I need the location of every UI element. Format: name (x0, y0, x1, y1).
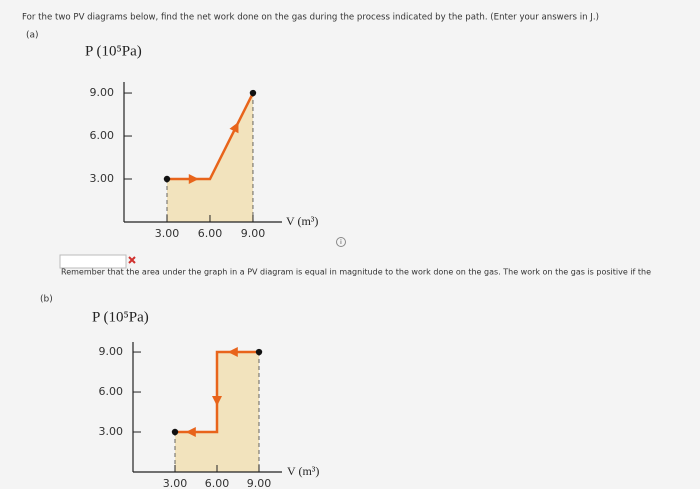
y-tick-label: 3.00 (99, 425, 124, 438)
process-path (175, 350, 259, 434)
x-tick-label: 3.00 (163, 477, 188, 489)
wrong-icon (128, 256, 136, 264)
y-tick-label: 9.00 (90, 86, 115, 99)
arrowhead (227, 347, 238, 358)
y-tick-label: 6.00 (99, 385, 124, 398)
x-tick-label: 3.00 (155, 227, 180, 240)
x-tick-label: 6.00 (205, 477, 230, 489)
state-point (163, 175, 171, 183)
y-axis-label: P (10⁵Pa) (85, 43, 142, 59)
work-area (166, 93, 253, 222)
state-point (249, 89, 257, 97)
arrowhead (212, 396, 222, 407)
x-tick-label: 9.00 (241, 227, 266, 240)
x-axis-label: V (m³) (286, 214, 318, 228)
y-tick-label: 6.00 (90, 129, 115, 142)
x-tick-label: 9.00 (247, 477, 272, 489)
state-point (171, 428, 179, 436)
arrowhead (188, 174, 199, 185)
feedback: Remember that the area under the graph i… (61, 268, 651, 277)
arrowhead (229, 122, 239, 134)
x-axis-label: V (m³) (287, 464, 319, 478)
answer-input[interactable] (59, 254, 127, 269)
arrowhead (185, 427, 196, 438)
info-icon-glyph: i (340, 239, 342, 246)
prompt: For the two PV diagrams below, find the … (22, 13, 599, 23)
y-tick-label: 3.00 (90, 172, 115, 185)
info-icon[interactable] (336, 237, 346, 247)
process-path (166, 92, 255, 181)
part-label: (a) (26, 31, 39, 41)
x-tick-label: 6.00 (198, 227, 223, 240)
state-point (255, 348, 263, 356)
y-tick-label: 9.00 (99, 345, 124, 358)
y-axis-label: P (10⁵Pa) (92, 309, 149, 325)
part-label: (b) (40, 295, 53, 305)
